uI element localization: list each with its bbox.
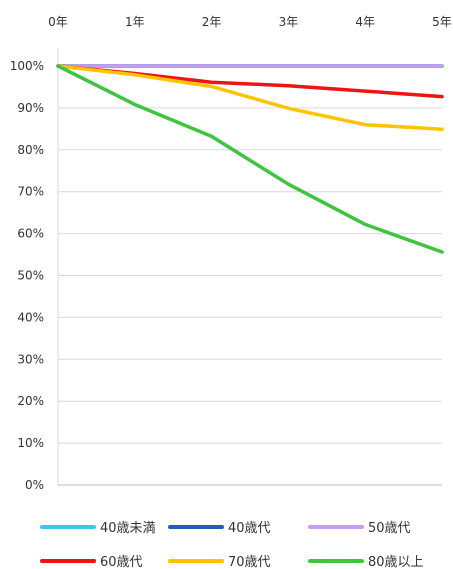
y-tick-label: 90% (17, 101, 44, 115)
legend: 40歳未満 40歳代 50歳代 60歳代 70歳代 80歳以上 (40, 521, 424, 569)
legend-label: 80歳以上 (368, 555, 424, 569)
x-tick-label: 5年 (432, 15, 452, 29)
legend-label: 70歳代 (228, 555, 271, 569)
legend-label: 40歳未満 (100, 521, 156, 536)
y-tick-label: 20% (17, 394, 44, 408)
x-tick-label: 1年 (125, 15, 145, 29)
x-tick-label: 4年 (355, 15, 375, 29)
legend-label: 40歳代 (228, 521, 271, 536)
x-tick-label: 0年 (48, 15, 68, 29)
x-tick-label: 3年 (279, 15, 299, 29)
series-line-5 (56, 64, 444, 254)
y-tick-label: 100% (10, 59, 44, 73)
y-tick-label: 30% (17, 352, 44, 366)
y-tick-label: 80% (17, 143, 44, 157)
y-tick-label: 0% (25, 478, 44, 492)
x-tick-label: 2年 (202, 15, 222, 29)
y-tick-label: 40% (17, 310, 44, 324)
legend-label: 50歳代 (368, 521, 411, 536)
series-line-3 (56, 64, 444, 99)
y-tick-label: 70% (17, 185, 44, 199)
y-tick-label: 10% (17, 436, 44, 450)
tick-labels: 0% 10% 20% 30% 40% 50% 60% 70% 80% 90% 100% 0年 1年 2年 3… (10, 15, 452, 492)
y-tick-label: 60% (17, 227, 44, 241)
series-lines (56, 64, 444, 254)
series-line-4 (56, 64, 444, 132)
gridlines (58, 65, 442, 486)
legend-label: 60歳代 (100, 555, 143, 569)
y-tick-label: 50% (17, 269, 44, 283)
